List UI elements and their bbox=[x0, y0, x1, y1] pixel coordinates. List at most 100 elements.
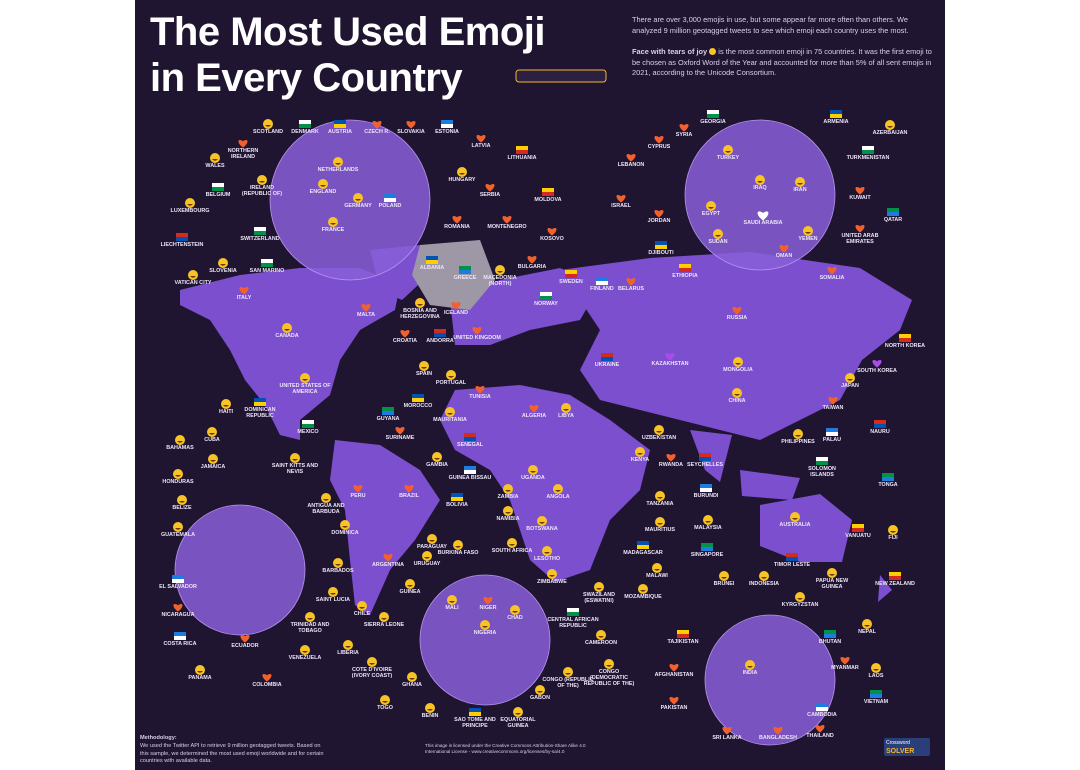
flag-icon bbox=[464, 470, 476, 474]
country-label: MOROCCO bbox=[403, 403, 433, 409]
country-label: SWEDEN bbox=[559, 279, 583, 285]
country-label: NEPAL bbox=[858, 629, 876, 635]
country-label: CYPRUS bbox=[647, 144, 671, 150]
country-label: ANTIGUA AND BARBUDA bbox=[307, 503, 345, 515]
methodology-text: We used the Twitter API to retrieve 9 mi… bbox=[140, 743, 324, 765]
emoji-icon bbox=[282, 323, 292, 333]
flag-icon bbox=[426, 260, 438, 264]
country-label: MONTENEGRO bbox=[487, 224, 527, 230]
country-label: UGANDA bbox=[521, 475, 545, 481]
emoji-icon bbox=[510, 605, 520, 615]
emoji-icon bbox=[563, 409, 569, 411]
country-label: VENEZUELA bbox=[288, 655, 322, 661]
emoji-icon bbox=[654, 425, 664, 435]
emoji-icon bbox=[383, 554, 393, 562]
methodology-title: Methodology: bbox=[140, 735, 177, 741]
zoom-south-asia bbox=[704, 614, 836, 746]
emoji-icon bbox=[703, 515, 713, 525]
emoji-icon bbox=[342, 526, 348, 528]
emoji-icon bbox=[335, 564, 341, 566]
emoji-icon bbox=[353, 485, 363, 493]
country-label: NORWAY bbox=[534, 301, 558, 307]
flag-icon bbox=[459, 270, 471, 274]
emoji-icon bbox=[885, 120, 895, 130]
country-label: PARAGUAY bbox=[417, 544, 447, 550]
country-label: ALBANIA bbox=[419, 265, 445, 271]
country-label: KYRGYZSTAN bbox=[781, 602, 819, 608]
emoji-icon bbox=[424, 557, 430, 559]
emoji-icon bbox=[708, 207, 714, 209]
country-label: ANGOLA bbox=[546, 494, 570, 500]
emoji-icon bbox=[721, 577, 727, 579]
country-label: CANADA bbox=[275, 333, 299, 339]
highlight-text: is the most common emoji in 75 countries… bbox=[632, 47, 932, 78]
country-label: PORTUGAL bbox=[435, 380, 467, 386]
emoji-icon bbox=[359, 607, 365, 609]
country-label: UZBEKISTAN bbox=[641, 435, 677, 441]
emoji-icon bbox=[318, 179, 328, 189]
emoji-icon bbox=[549, 575, 555, 577]
country-label: AFGHANISTAN bbox=[654, 672, 694, 678]
country-label: MOZAMBIQUE bbox=[624, 594, 662, 600]
emoji-icon bbox=[320, 185, 326, 187]
country-label: SUDAN bbox=[708, 239, 728, 245]
emoji-icon bbox=[757, 211, 769, 221]
emoji-icon bbox=[515, 713, 521, 715]
flag-icon bbox=[677, 634, 689, 638]
emoji-icon bbox=[509, 544, 515, 546]
country-label: LIBERIA bbox=[337, 650, 359, 656]
emoji-icon bbox=[847, 379, 853, 381]
flag-icon bbox=[174, 636, 186, 640]
flag-icon bbox=[601, 357, 613, 361]
emoji-icon bbox=[406, 121, 416, 129]
country-label: SOUTH KOREA bbox=[857, 368, 897, 374]
flag-icon bbox=[434, 333, 446, 337]
country-label: CUBA bbox=[204, 437, 220, 443]
emoji-icon bbox=[447, 413, 453, 415]
emoji-icon bbox=[476, 135, 486, 143]
emoji-icon bbox=[340, 520, 350, 530]
flag-icon bbox=[699, 457, 711, 461]
country-label: INDONESIA bbox=[749, 581, 779, 587]
country-label: THAILAND bbox=[806, 733, 834, 739]
flag-icon bbox=[707, 114, 719, 118]
country-label: VIETNAM bbox=[863, 699, 889, 705]
country-label: SAO TOME AND PRINCIPE bbox=[454, 717, 496, 729]
emoji-icon bbox=[862, 619, 872, 629]
country-label: COTE D'IVOIRE (IVORY COAST) bbox=[351, 667, 393, 679]
emoji-icon bbox=[705, 521, 711, 523]
emoji-icon bbox=[415, 298, 425, 308]
flag-icon bbox=[464, 437, 476, 441]
country-label: ZIMBABWE bbox=[537, 579, 567, 585]
emoji-icon bbox=[404, 485, 414, 493]
country-label: GHANA bbox=[402, 682, 422, 688]
country-label: ESTONIA bbox=[435, 129, 459, 135]
country-label: BAHAMAS bbox=[166, 445, 194, 451]
country-label: UKRAINE bbox=[594, 362, 620, 368]
country-label: CHAD bbox=[507, 615, 523, 621]
emoji-icon bbox=[483, 597, 493, 605]
emoji-icon bbox=[425, 703, 435, 713]
flag-icon bbox=[830, 114, 842, 118]
emoji-icon bbox=[598, 636, 604, 638]
country-label: TOGO bbox=[377, 705, 393, 711]
country-label: DENMARK bbox=[291, 129, 319, 135]
country-label: PAPUA NEW GUINEA bbox=[815, 578, 849, 590]
country-label: LATVIA bbox=[471, 143, 491, 149]
emoji-icon bbox=[175, 475, 181, 477]
country-label: SRI LANKA bbox=[712, 735, 742, 741]
emoji-icon bbox=[307, 618, 313, 620]
intro: There are over 3,000 emojis in use, but … bbox=[632, 15, 909, 35]
country-label: GAMBIA bbox=[426, 462, 448, 468]
emoji-icon bbox=[709, 48, 717, 55]
emoji-icon bbox=[175, 528, 181, 530]
country-label: TIMOR LESTE bbox=[773, 562, 811, 568]
flag-icon bbox=[172, 579, 184, 583]
emoji-icon bbox=[722, 727, 732, 735]
country-label: ISRAEL bbox=[611, 203, 631, 209]
emoji-icon bbox=[779, 245, 789, 253]
country-label: MALTA bbox=[356, 312, 376, 318]
emoji-icon bbox=[185, 198, 195, 208]
intro-highlight: Face with tears of joy is the most commo… bbox=[632, 47, 932, 79]
flag-icon bbox=[596, 281, 608, 285]
